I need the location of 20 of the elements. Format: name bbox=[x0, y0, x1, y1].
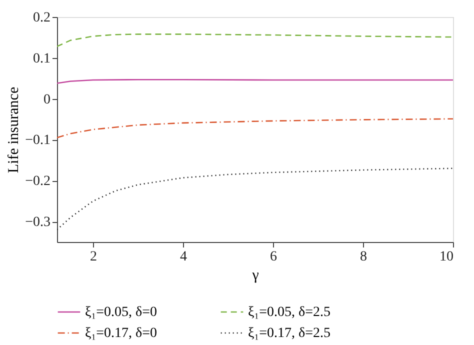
y-tick-label: 0.2 bbox=[33, 10, 50, 26]
line-series bbox=[57, 168, 453, 230]
y-tick-label: 0.1 bbox=[33, 51, 50, 66]
x-tick-label: 10 bbox=[440, 250, 454, 264]
line-series bbox=[57, 118, 453, 138]
x-tick-label: 4 bbox=[180, 250, 187, 264]
y-tick-label: 0 bbox=[44, 92, 50, 108]
x-tick-label: 2 bbox=[90, 250, 97, 264]
x-axis-title: γ bbox=[251, 268, 260, 284]
legend-label: ξ₁=0.17, δ=0 bbox=[85, 326, 158, 341]
legend-label: ξ₁=0.17, δ=2.5 bbox=[248, 326, 331, 341]
y-tick-label: −0.1 bbox=[25, 133, 50, 148]
x-tick-label: 8 bbox=[360, 250, 367, 264]
legend-label: ξ₁=0.05, δ=0 bbox=[85, 305, 158, 320]
x-tick-label: 6 bbox=[270, 250, 277, 264]
y-tick-label: −0.3 bbox=[25, 215, 50, 230]
y-tick-label: −0.2 bbox=[25, 174, 50, 190]
legend-label: ξ₁=0.05, δ=2.5 bbox=[248, 305, 331, 320]
line-series bbox=[57, 34, 453, 48]
y-axis-title: Life insurance bbox=[6, 86, 22, 174]
